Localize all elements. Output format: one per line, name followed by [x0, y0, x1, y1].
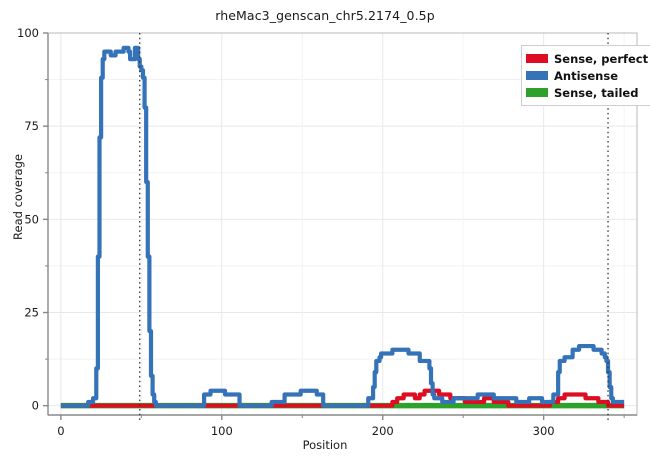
tick-labels: 0 25 50 75 100 0 100 200 300: [17, 26, 555, 438]
x-tick-label: 100: [211, 424, 233, 438]
y-tick-label: 50: [24, 212, 39, 226]
legend-swatch-sense-tailed: [526, 88, 548, 97]
chart-title: rheMac3_genscan_chr5.2174_0.5p: [215, 8, 435, 23]
y-tick-label: 100: [17, 26, 39, 40]
x-tick-label: 200: [372, 424, 394, 438]
x-tick-label: 0: [57, 424, 64, 438]
chart-legend: Sense, perfect Antisense Sense, tailed: [521, 45, 650, 106]
y-tick-label: 0: [32, 399, 39, 413]
legend-swatch-antisense: [526, 71, 548, 80]
legend-label-sense-perfect: Sense, perfect: [554, 51, 649, 66]
reference-vlines: [139, 33, 609, 423]
legend-label-sense-tailed: Sense, tailed: [554, 85, 639, 100]
x-axis-title: Position: [302, 438, 348, 452]
y-tick-label: 75: [24, 119, 39, 133]
legend-swatch-sense-perfect: [526, 54, 548, 63]
axis-frame: [47, 32, 638, 416]
legend-label-antisense: Antisense: [554, 68, 619, 83]
x-tick-label: 300: [533, 424, 555, 438]
y-tick-label: 25: [24, 306, 39, 320]
tick-marks: [43, 32, 625, 420]
series-sense-perfect: [60, 388, 625, 408]
legend-item-sense-tailed: Sense, tailed: [526, 84, 648, 101]
series-lines: [60, 45, 625, 409]
legend-item-sense-perfect: Sense, perfect: [526, 50, 648, 67]
series-antisense: [60, 45, 625, 408]
legend-item-antisense: Antisense: [526, 67, 648, 84]
